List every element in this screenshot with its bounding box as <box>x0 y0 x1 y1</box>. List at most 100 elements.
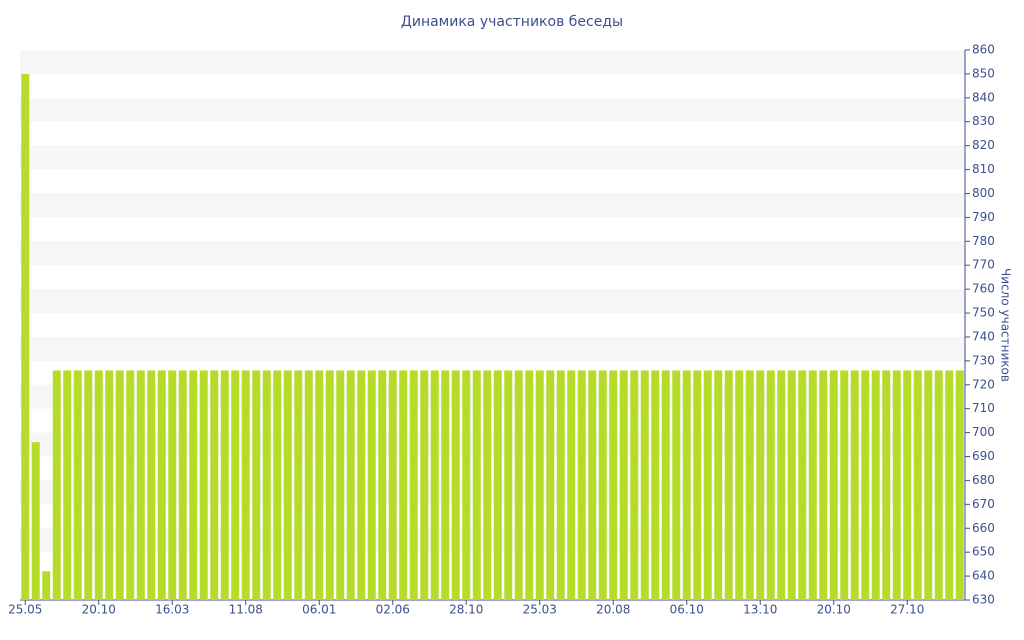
bar <box>388 370 397 600</box>
bar <box>273 370 282 600</box>
bar <box>409 370 418 600</box>
bar <box>210 370 219 600</box>
bar <box>157 370 166 600</box>
bar <box>430 370 439 600</box>
bar <box>609 370 618 600</box>
bar <box>651 370 660 600</box>
bar <box>315 370 324 600</box>
bar <box>399 370 408 600</box>
y-tick-label: 680 <box>972 473 995 487</box>
bar <box>357 370 366 600</box>
y-tick-label: 800 <box>972 186 995 200</box>
bar <box>903 370 912 600</box>
bar <box>63 370 72 600</box>
bar <box>535 370 544 600</box>
bar <box>304 370 313 600</box>
bar <box>798 370 807 600</box>
bar <box>766 370 775 600</box>
y-tick-label: 860 <box>972 43 995 57</box>
y-axis-label: Число участников <box>999 268 1013 382</box>
bar <box>493 370 502 600</box>
bar <box>441 370 450 600</box>
bar <box>546 370 555 600</box>
bar <box>577 370 586 600</box>
bar <box>283 370 292 600</box>
bar <box>31 442 40 600</box>
bar <box>136 370 145 600</box>
bar <box>808 370 817 600</box>
bar <box>346 370 355 600</box>
bar <box>756 370 765 600</box>
y-tick-label: 630 <box>972 593 995 607</box>
bar <box>220 370 229 600</box>
bar <box>420 370 429 600</box>
bar <box>378 370 387 600</box>
bar <box>252 370 261 600</box>
x-tick-label: 25.05 <box>8 603 42 617</box>
bar <box>861 370 870 600</box>
x-tick-label: 02.06 <box>376 603 410 617</box>
grid-band <box>20 97 965 122</box>
grid-band <box>20 336 965 361</box>
bar <box>850 370 859 600</box>
bar <box>703 370 712 600</box>
grid-band <box>20 50 965 74</box>
bar <box>94 370 103 600</box>
bar <box>882 370 891 600</box>
y-tick-label: 640 <box>972 569 995 583</box>
y-tick-label: 750 <box>972 306 995 320</box>
bar <box>892 370 901 600</box>
x-tick-label: 20.10 <box>817 603 851 617</box>
y-tick-label: 820 <box>972 138 995 152</box>
bar <box>451 370 460 600</box>
bar <box>955 370 964 600</box>
bar <box>661 370 670 600</box>
x-tick-label: 20.08 <box>596 603 630 617</box>
bar <box>840 370 849 600</box>
y-tick-label: 660 <box>972 521 995 535</box>
y-tick-label: 740 <box>972 329 995 343</box>
bar <box>556 370 565 600</box>
bar <box>199 370 208 600</box>
bar <box>777 370 786 600</box>
x-tick-label: 16.03 <box>155 603 189 617</box>
x-tick-label: 11.08 <box>229 603 263 617</box>
bar <box>115 370 124 600</box>
bar <box>73 370 82 600</box>
bar <box>693 370 702 600</box>
bar <box>819 370 828 600</box>
bar <box>567 370 576 600</box>
bar <box>367 370 376 600</box>
bar <box>168 370 177 600</box>
bar <box>787 370 796 600</box>
y-tick-label: 840 <box>972 90 995 104</box>
x-tick-label: 20.10 <box>82 603 116 617</box>
bar <box>294 370 303 600</box>
bar <box>682 370 691 600</box>
y-tick-label: 650 <box>972 545 995 559</box>
bar <box>262 370 271 600</box>
bar <box>21 73 30 601</box>
y-tick-label: 810 <box>972 162 995 176</box>
bar <box>52 370 61 600</box>
bar <box>126 370 135 600</box>
y-tick-label: 730 <box>972 353 995 367</box>
chart-title: Динамика участников беседы <box>401 14 623 30</box>
y-tick-label: 760 <box>972 282 995 296</box>
bar <box>619 370 628 600</box>
x-tick-label: 28.10 <box>449 603 483 617</box>
bar <box>514 370 523 600</box>
grid-band <box>20 289 965 314</box>
bar <box>84 370 93 600</box>
grid-band <box>20 241 965 266</box>
y-tick-label: 790 <box>972 210 995 224</box>
bar <box>504 370 513 600</box>
bar <box>336 370 345 600</box>
bar <box>871 370 880 600</box>
y-tick-label: 770 <box>972 258 995 272</box>
bar <box>325 370 334 600</box>
y-tick-label: 830 <box>972 114 995 128</box>
bar <box>483 370 492 600</box>
